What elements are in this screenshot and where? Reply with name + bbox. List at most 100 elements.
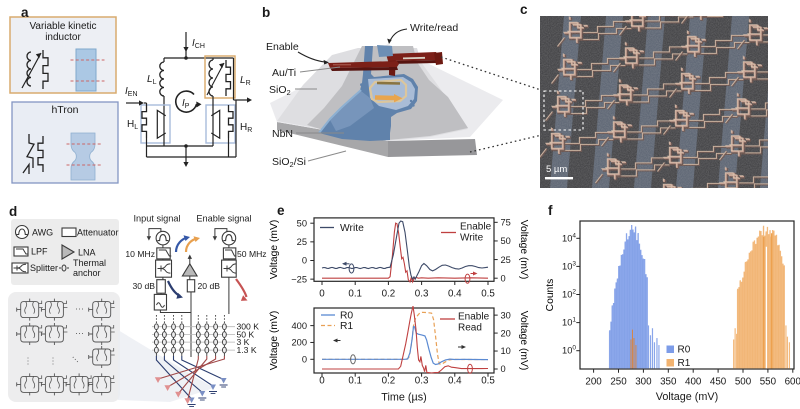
svg-text:anchor: anchor xyxy=(73,268,101,278)
svg-text:Read: Read xyxy=(458,323,482,334)
svg-text:250: 250 xyxy=(610,377,627,388)
svg-text:Voltage (mV): Voltage (mV) xyxy=(656,391,718,403)
svg-text:103: 103 xyxy=(562,260,576,271)
svg-text:HL: HL xyxy=(127,119,138,131)
svg-text:d: d xyxy=(9,204,17,219)
svg-text:R0: R0 xyxy=(340,311,353,322)
svg-text:10: 10 xyxy=(501,346,511,356)
svg-text:a: a xyxy=(21,5,29,20)
svg-text:0.3: 0.3 xyxy=(415,289,429,300)
svg-text:−25: −25 xyxy=(291,274,307,284)
svg-text:R0: R0 xyxy=(678,345,691,356)
svg-text:Attenuator: Attenuator xyxy=(77,228,119,238)
svg-text:IEN: IEN xyxy=(125,86,138,98)
svg-text:0: 0 xyxy=(319,289,325,300)
svg-text:350: 350 xyxy=(660,377,677,388)
svg-text:Voltage (mV): Voltage (mV) xyxy=(269,220,280,280)
svg-text:Counts: Counts xyxy=(545,279,556,312)
svg-text:Write/read: Write/read xyxy=(410,22,458,34)
svg-text:···: ··· xyxy=(75,328,84,338)
svg-text:30: 30 xyxy=(501,310,511,320)
svg-text:···: ··· xyxy=(75,304,84,314)
svg-text:25: 25 xyxy=(297,237,307,247)
svg-text:LR: LR xyxy=(240,75,251,87)
svg-text:100: 100 xyxy=(562,345,576,356)
svg-text:Thermal: Thermal xyxy=(73,258,106,268)
svg-text:101: 101 xyxy=(562,317,576,328)
svg-text:Splitter: Splitter xyxy=(30,263,58,273)
svg-text:0.5: 0.5 xyxy=(481,376,495,387)
svg-text:3 K: 3 K xyxy=(237,337,250,347)
svg-text:Voltage (mV): Voltage (mV) xyxy=(518,311,529,371)
svg-text:hTron: hTron xyxy=(51,104,78,116)
svg-text:104: 104 xyxy=(562,232,576,243)
svg-text:450: 450 xyxy=(710,377,727,388)
svg-text:0.1: 0.1 xyxy=(348,289,362,300)
svg-text:Voltage (mV): Voltage (mV) xyxy=(269,311,280,371)
svg-text:SiO2: SiO2 xyxy=(269,84,291,97)
svg-text:600: 600 xyxy=(785,377,800,388)
svg-text:300 K: 300 K xyxy=(237,322,260,332)
svg-text:ICH: ICH xyxy=(192,38,205,50)
svg-text:Au/Ti: Au/Ti xyxy=(272,67,296,79)
svg-text:0: 0 xyxy=(501,273,506,283)
svg-text:0.2: 0.2 xyxy=(382,289,396,300)
svg-text:Write: Write xyxy=(340,223,364,234)
svg-text:300: 300 xyxy=(635,377,652,388)
svg-text:R1: R1 xyxy=(678,358,691,369)
svg-text:400: 400 xyxy=(291,321,307,331)
svg-text:50: 50 xyxy=(297,218,307,228)
svg-text:0: 0 xyxy=(302,256,307,266)
svg-text:inductor: inductor xyxy=(45,32,81,43)
svg-text:0: 0 xyxy=(319,376,325,387)
svg-text:e: e xyxy=(277,203,285,218)
svg-text:0: 0 xyxy=(302,355,307,365)
svg-text:50: 50 xyxy=(501,236,511,246)
svg-text:IP: IP xyxy=(182,98,190,110)
svg-text:50 K: 50 K xyxy=(237,330,255,340)
svg-text:b: b xyxy=(262,5,270,20)
svg-text:400: 400 xyxy=(685,377,702,388)
svg-text:75: 75 xyxy=(501,218,511,228)
svg-text:···: ··· xyxy=(24,357,34,366)
svg-text:0.5: 0.5 xyxy=(481,289,495,300)
svg-text:102: 102 xyxy=(562,289,576,300)
svg-text:···: ··· xyxy=(48,357,58,366)
svg-text:50 MHz: 50 MHz xyxy=(237,249,267,259)
svg-text:1.3 K: 1.3 K xyxy=(237,345,257,355)
svg-text:LNA: LNA xyxy=(78,248,96,258)
svg-text:Write: Write xyxy=(460,233,484,244)
svg-text:Enable: Enable xyxy=(460,222,492,233)
svg-text:0.3: 0.3 xyxy=(415,376,429,387)
svg-text:AWG: AWG xyxy=(32,228,53,238)
svg-text:Time (µs): Time (µs) xyxy=(381,392,426,404)
svg-text:LPF: LPF xyxy=(31,247,48,257)
svg-text:Enable: Enable xyxy=(458,312,490,323)
svg-text:Variable kinetic: Variable kinetic xyxy=(29,21,96,32)
svg-text:200: 200 xyxy=(291,338,307,348)
svg-text:20: 20 xyxy=(501,328,511,338)
svg-text:0.4: 0.4 xyxy=(448,289,462,300)
svg-text:NbN: NbN xyxy=(272,128,293,140)
svg-text:c: c xyxy=(520,2,528,17)
svg-text:25: 25 xyxy=(501,255,511,265)
svg-text:20 dB: 20 dB xyxy=(198,281,221,291)
svg-text:500: 500 xyxy=(735,377,752,388)
svg-text:LL: LL xyxy=(147,74,157,86)
svg-text:10 MHz: 10 MHz xyxy=(125,249,155,259)
svg-text:Enable signal: Enable signal xyxy=(196,214,251,224)
svg-text:0.1: 0.1 xyxy=(348,376,362,387)
svg-text:0: 0 xyxy=(501,364,506,374)
svg-text:SiO2/Si: SiO2/Si xyxy=(272,156,306,169)
svg-text:Enable: Enable xyxy=(266,41,299,53)
svg-text:Input signal: Input signal xyxy=(134,214,181,224)
svg-text:f: f xyxy=(548,203,553,218)
svg-text:0.2: 0.2 xyxy=(382,376,396,387)
svg-text:550: 550 xyxy=(760,377,777,388)
svg-text:5 µm: 5 µm xyxy=(546,164,567,175)
svg-text:0.4: 0.4 xyxy=(448,376,462,387)
svg-text:30 dB: 30 dB xyxy=(133,281,156,291)
svg-text:R1: R1 xyxy=(340,321,353,332)
svg-text:200: 200 xyxy=(585,377,602,388)
svg-text:Voltage (mV): Voltage (mV) xyxy=(518,220,529,280)
